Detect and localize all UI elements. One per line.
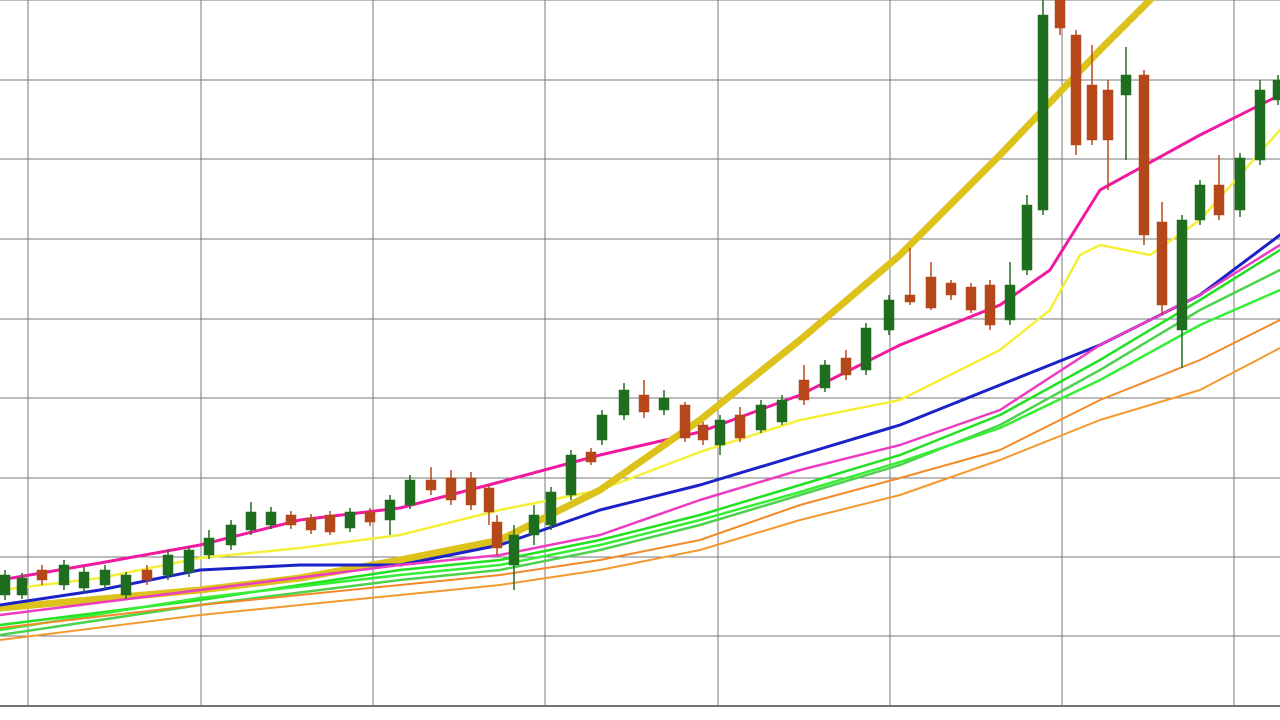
candle-body [984, 284, 996, 326]
candle-body [755, 404, 767, 431]
candle-body [245, 511, 257, 531]
candle-body [1156, 221, 1168, 306]
candle-body [305, 517, 317, 531]
candle-body [883, 299, 895, 331]
candle-body [58, 564, 70, 586]
candle-body [840, 357, 852, 376]
candle-body [618, 389, 630, 416]
candle-body [364, 511, 376, 523]
candle-body [565, 454, 577, 496]
candle-body [679, 404, 691, 439]
candle-body [491, 521, 503, 549]
candle-body [1120, 74, 1132, 96]
candle-body [203, 537, 215, 556]
candle-body [285, 514, 297, 526]
candle-body [904, 294, 916, 303]
candle-body [265, 511, 277, 526]
candle-body [1070, 34, 1082, 146]
candle-body [585, 451, 597, 463]
candle-body [734, 414, 746, 439]
candle-body [78, 571, 90, 589]
candle-body [344, 511, 356, 529]
moving-average-line [0, 347, 1280, 641]
moving-average-line [0, 268, 1280, 637]
candle-body [776, 399, 788, 423]
candle-body [638, 394, 650, 413]
candle-body [36, 569, 48, 581]
candle-body [860, 327, 872, 371]
candle-body [1194, 184, 1206, 221]
candle-body [1272, 79, 1280, 101]
candle-body [965, 286, 977, 311]
candle-body [465, 477, 477, 506]
candles [0, 0, 1280, 600]
candle-body [162, 554, 174, 576]
candle-body [1138, 74, 1150, 236]
candle-body [1254, 89, 1266, 161]
candle-body [528, 514, 540, 536]
candle-body [697, 424, 709, 441]
candle-body [404, 479, 416, 506]
candle-body [324, 514, 336, 533]
candle-body [945, 282, 957, 296]
candle-body [596, 414, 608, 441]
candle-body [120, 574, 132, 596]
candle-body [483, 487, 495, 513]
candle-body [1102, 89, 1114, 141]
candle-body [141, 569, 153, 581]
candle-body [658, 397, 670, 411]
candle-body [1004, 284, 1016, 321]
candle-body [1176, 219, 1188, 331]
candle-body [1037, 14, 1049, 211]
candle-body [445, 477, 457, 501]
candle-body [225, 524, 237, 546]
moving-average-line [0, 233, 1280, 607]
moving-average-line [0, 243, 1280, 617]
moving-averages [0, 0, 1280, 641]
candle-body [508, 534, 520, 566]
candle-body [16, 577, 28, 596]
candle-body [183, 549, 195, 573]
candle-body [1234, 157, 1246, 211]
moving-average-line [0, 128, 1280, 592]
moving-average-line [0, 288, 1280, 632]
candle-body [714, 419, 726, 446]
moving-average-line [0, 248, 1280, 627]
candle-body [819, 364, 831, 389]
candle-body [545, 491, 557, 526]
candle-body [1086, 84, 1098, 141]
candle-body [384, 499, 396, 521]
candle-body [0, 574, 11, 596]
candle-body [925, 276, 937, 309]
candle-body [99, 569, 111, 586]
candle-body [425, 479, 437, 491]
candle-body [1021, 204, 1033, 271]
candle-body [1213, 184, 1225, 216]
moving-average-line [0, 319, 1280, 629]
candle-body [1054, 0, 1066, 29]
candle-body [798, 379, 810, 401]
